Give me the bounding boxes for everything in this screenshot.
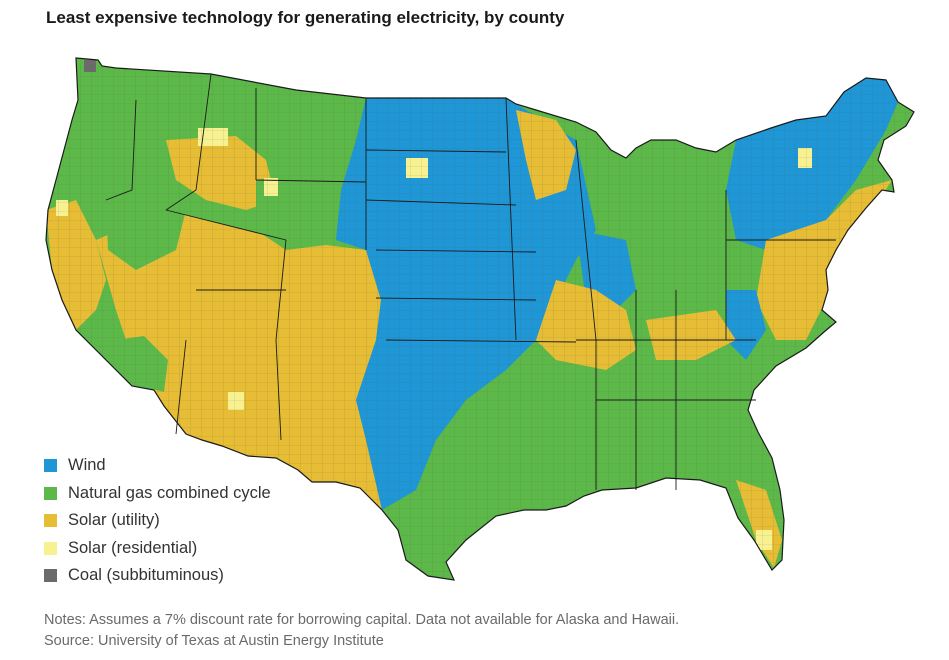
chart-title: Least expensive technology for generatin… (46, 8, 565, 27)
legend-label-wind: Wind (68, 456, 106, 475)
legend-label-solar-residential: Solar (residential) (68, 538, 198, 557)
legend-swatch-wind (44, 459, 57, 473)
legend-item-coal: Coal (subbituminous) (44, 562, 271, 590)
state-borders (105, 73, 836, 490)
legend-label-solar-utility: Solar (utility) (68, 511, 160, 530)
legend-item-solar-utility: Solar (utility) (44, 507, 271, 535)
legend-swatch-solar-residential (44, 541, 57, 555)
legend: Wind Natural gas combined cycle Solar (u… (44, 452, 271, 590)
us-county-map (45, 57, 915, 581)
legend-item-solar-residential: Solar (residential) (44, 535, 271, 563)
legend-item-gas: Natural gas combined cycle (44, 480, 271, 508)
legend-label-gas: Natural gas combined cycle (68, 483, 271, 502)
legend-item-wind: Wind (44, 452, 271, 480)
legend-swatch-coal (44, 569, 57, 583)
notes-text: Notes: Assumes a 7% discount rate for bo… (44, 612, 680, 628)
legend-swatch-solar-utility (44, 514, 57, 528)
legend-label-coal: Coal (subbituminous) (68, 566, 224, 585)
notes-block: Notes: Assumes a 7% discount rate for bo… (44, 610, 679, 652)
source-text: Source: University of Texas at Austin En… (44, 633, 384, 649)
legend-swatch-gas (44, 486, 57, 500)
